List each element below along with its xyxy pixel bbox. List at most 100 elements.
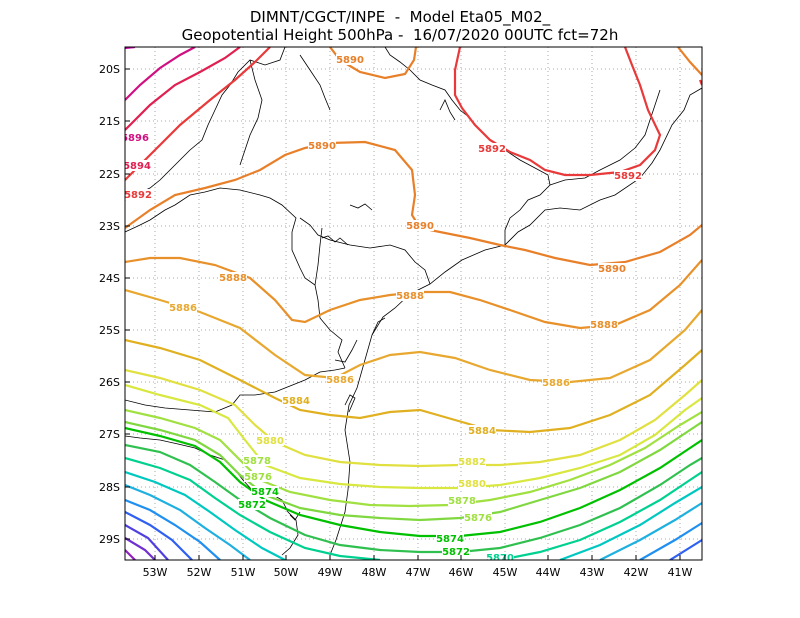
contour-label-background xyxy=(442,546,470,557)
contour-label: 5880 xyxy=(256,436,284,447)
contour-label-background xyxy=(256,435,284,446)
y-tick-label: 20S xyxy=(99,63,120,76)
y-tick-label: 21S xyxy=(99,115,120,128)
contour-5882 xyxy=(125,368,702,468)
contour-label: 5894 xyxy=(123,161,151,172)
contour-label: 5886 xyxy=(326,375,354,386)
contour-label: 5874 xyxy=(251,487,279,498)
contour-5868 xyxy=(125,470,702,560)
y-tick-label: 29S xyxy=(99,533,120,546)
contour-label-background xyxy=(125,160,151,171)
contour-label-background xyxy=(169,302,197,313)
contour-label: 5896 xyxy=(121,133,149,144)
x-tick-label: 46W xyxy=(449,566,474,579)
x-tick-label: 51W xyxy=(231,566,256,579)
contour-label: 5892 xyxy=(124,190,152,201)
contour-label-background xyxy=(243,455,271,466)
contour-label: 5890 xyxy=(598,264,626,275)
contour-5860 xyxy=(125,524,169,560)
contour-label: 5876 xyxy=(464,513,492,524)
y-tick-label: 28S xyxy=(99,481,120,494)
contour-label: 5886 xyxy=(169,303,197,314)
contour-label-background xyxy=(282,395,310,406)
y-tick-label: 26S xyxy=(99,376,120,389)
contour-label-background xyxy=(244,471,272,482)
y-tick-label: 24S xyxy=(99,272,120,285)
contour-label: 5872 xyxy=(238,500,266,511)
map-frame xyxy=(124,46,703,561)
contour-label-background xyxy=(614,170,642,181)
contour-5890-right xyxy=(677,47,702,76)
y-tick-label: 27S xyxy=(99,428,120,441)
x-tick-label: 52W xyxy=(187,566,212,579)
x-tick-label: 48W xyxy=(362,566,387,579)
contour-label-background xyxy=(598,263,626,274)
contour-label-background xyxy=(448,495,476,506)
contour-5874 xyxy=(125,426,702,538)
contour-label: 5884 xyxy=(468,426,496,437)
contour-label-background xyxy=(590,319,618,330)
contour-5866 xyxy=(125,483,702,560)
contour-label: 5884 xyxy=(282,396,310,407)
contour-5896 xyxy=(125,47,196,101)
contour-label: 5872 xyxy=(442,547,470,558)
y-tick-label: 23S xyxy=(99,220,120,233)
contour-5856 xyxy=(125,549,136,560)
contour-label: 5874 xyxy=(436,534,464,545)
x-tick-label: 45W xyxy=(493,566,518,579)
contour-label-background xyxy=(238,499,266,510)
contour-5886 xyxy=(125,288,702,384)
contour-label: 5890 xyxy=(406,221,434,232)
contour-label: 5890 xyxy=(336,55,364,66)
contour-5872 xyxy=(125,443,702,554)
contour-labels: 5890 5890 5890 5890 5892 5892 5892 5894 5896 5888… xyxy=(121,54,642,564)
x-tick-label: 44W xyxy=(536,566,561,579)
contour-label-background xyxy=(125,189,152,200)
contour-5862 xyxy=(125,511,702,560)
contour-label: 5882 xyxy=(458,457,486,468)
map-title-line2: Geopotential Height 500hPa - 16/07/2020 … xyxy=(181,26,619,44)
contour-label: 5892 xyxy=(614,171,642,182)
contour-5876 xyxy=(125,420,702,522)
contour-5890-main xyxy=(125,140,702,267)
contour-label: 5878 xyxy=(243,456,271,467)
x-tick-label: 42W xyxy=(624,566,649,579)
contour-label-background xyxy=(308,140,336,151)
contour-5870 xyxy=(125,456,702,560)
x-axis-ticks: 53W 52W 51W 50W 49W 48W 47W 46W 45W 44W 43W 42W 41W xyxy=(143,555,693,579)
contour-label: 5888 xyxy=(396,291,424,302)
contour-label: 5878 xyxy=(448,496,476,507)
contour-5892-mid xyxy=(453,47,662,177)
map-title-line1: DIMNT/CGCT/INPE - Model Eta05_M02_ xyxy=(249,8,551,26)
contour-5894 xyxy=(125,47,241,131)
x-tick-label: 49W xyxy=(318,566,343,579)
contour-label: 5870 xyxy=(486,553,514,564)
contour-label-background xyxy=(458,456,486,467)
contour-5858 xyxy=(125,537,156,560)
contour-5880 xyxy=(125,383,702,490)
contour-label: 5886 xyxy=(542,378,570,389)
contour-label: 5892 xyxy=(478,144,506,155)
contour-label-background xyxy=(436,533,464,544)
y-axis-ticks: 20S 21S 22S 23S 24S 25S 26S 27S 28S 29S xyxy=(99,63,130,546)
height-contours xyxy=(125,47,702,560)
y-tick-label: 25S xyxy=(99,324,120,337)
contour-label-background xyxy=(486,552,514,560)
contour-label-background xyxy=(125,132,149,143)
contour-label: 5888 xyxy=(219,273,247,284)
graticule-grid xyxy=(125,47,702,560)
contour-label-background xyxy=(219,272,247,283)
contour-label-background xyxy=(542,377,570,388)
contour-5878 xyxy=(125,408,702,508)
x-tick-label: 50W xyxy=(274,566,299,579)
x-tick-label: 53W xyxy=(143,566,168,579)
contour-label-background xyxy=(478,143,506,154)
contour-5892-west xyxy=(125,47,271,181)
x-tick-label: 43W xyxy=(580,566,605,579)
contour-label-background xyxy=(464,512,492,523)
y-tick-label: 22S xyxy=(99,168,120,181)
contour-5864 xyxy=(125,498,702,560)
x-tick-label: 47W xyxy=(406,566,431,579)
x-tick-label: 41W xyxy=(668,566,693,579)
